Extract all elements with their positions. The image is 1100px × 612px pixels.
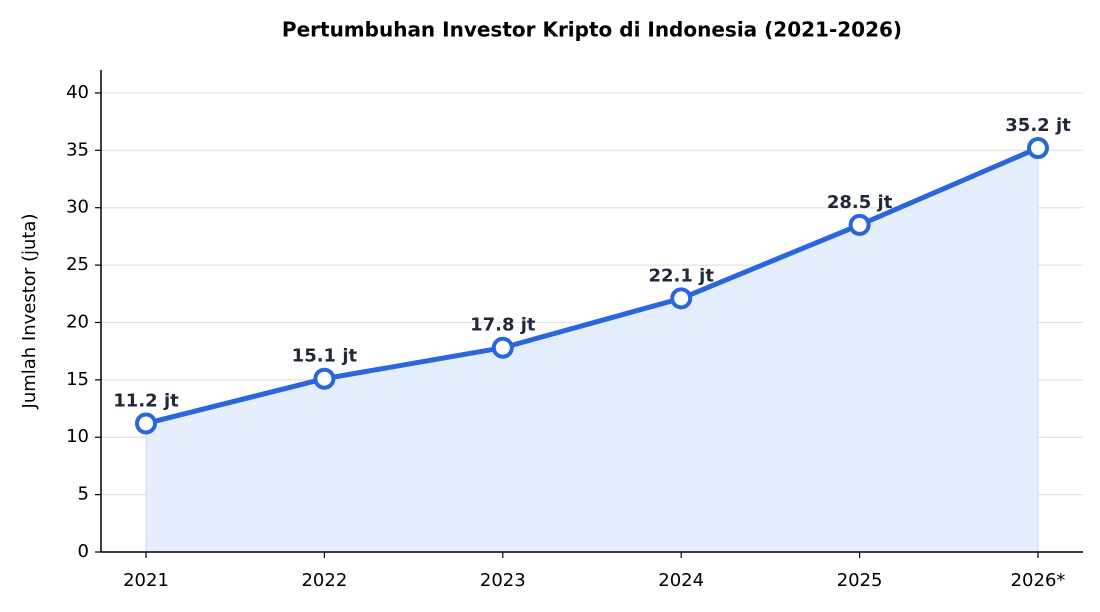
x-tick-label: 2024	[658, 570, 704, 591]
area	[145, 147, 1039, 553]
y-tick-label: 40	[66, 82, 89, 103]
x-tick-label: 2025	[837, 570, 883, 591]
y-tick-label: 5	[78, 484, 89, 505]
value-label: 35.2 jt	[1005, 115, 1071, 136]
y-tick-label: 30	[66, 197, 89, 218]
y-tick-label: 0	[78, 541, 89, 562]
y-tick-label: 20	[66, 311, 89, 332]
value-label: 22.1 jt	[648, 265, 714, 286]
value-label: 17.8 jt	[470, 315, 536, 336]
chart-title: Pertumbuhan Investor Kripto di Indonesia…	[282, 18, 902, 42]
marker	[670, 287, 693, 310]
y-tick-label: 35	[66, 139, 89, 160]
marker	[848, 213, 871, 236]
marker	[1027, 137, 1049, 160]
marker	[313, 367, 336, 390]
marker	[491, 336, 514, 359]
y-tick-label: 15	[66, 369, 89, 390]
marker	[135, 412, 157, 435]
value-label: 28.5 jt	[827, 192, 893, 213]
x-tick-label: 2023	[480, 570, 526, 591]
value-label: 15.1 jt	[292, 346, 358, 367]
y-axis-label: Jumlah Investor (juta)	[19, 214, 40, 410]
x-tick-label: 2022	[301, 570, 347, 591]
value-label: 11.2 jt	[113, 390, 179, 411]
y-tick-label: 10	[66, 426, 89, 447]
y-tick-label: 25	[66, 254, 89, 275]
x-tick-label: 2026*	[1011, 570, 1066, 591]
x-tick-label: 2021	[123, 570, 169, 591]
line	[145, 145, 1039, 426]
